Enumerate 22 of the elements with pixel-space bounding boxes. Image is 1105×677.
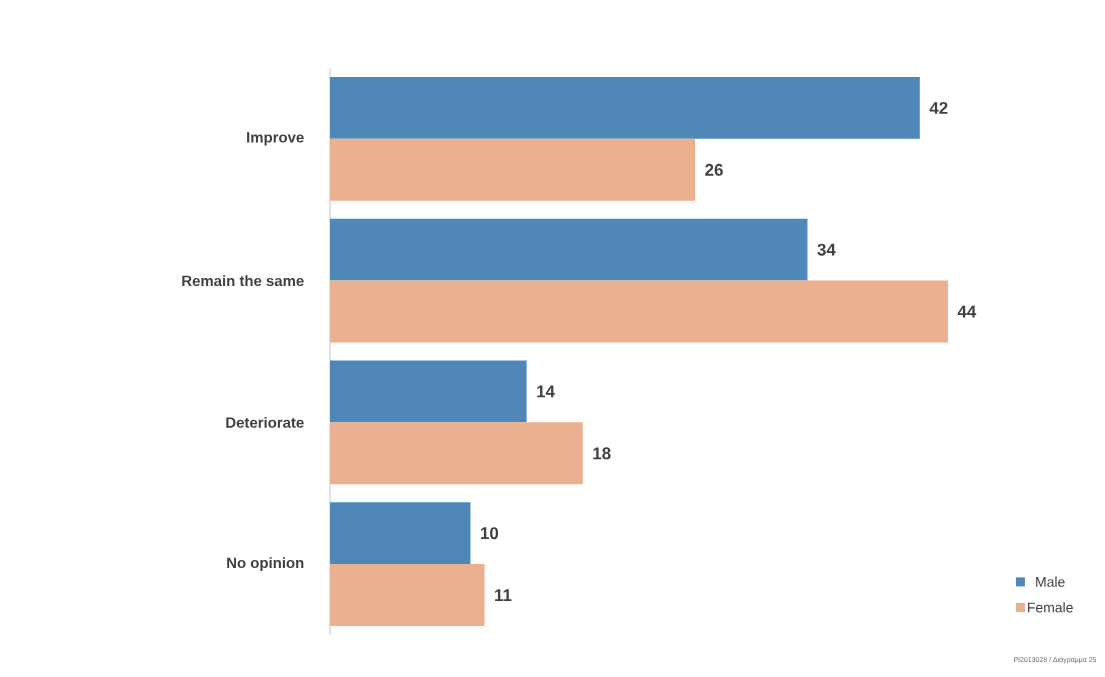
bar [330,280,948,343]
y-tick-label: Improve [247,132,304,146]
y-tick-label: Deteriorate [226,416,304,428]
data-label: 26 [705,163,723,176]
data-label: 34 [817,243,836,256]
legend-label: Male [1036,576,1065,587]
data-label: 18 [593,447,611,460]
legend-label: Female [1028,602,1073,613]
bar [330,360,527,423]
data-label: 42 [929,101,948,114]
data-label: 14 [537,385,555,398]
data-label: 44 [957,305,977,318]
bar [330,138,696,201]
data-label: 11 [495,589,512,601]
y-tick-label: No opinion [227,557,304,572]
y-tick-label: Remain the same [182,275,304,287]
bar [330,422,583,485]
bar [330,564,485,627]
bar [330,502,471,565]
bar [330,218,808,281]
data-label: 10 [481,527,499,540]
bar [330,76,920,139]
